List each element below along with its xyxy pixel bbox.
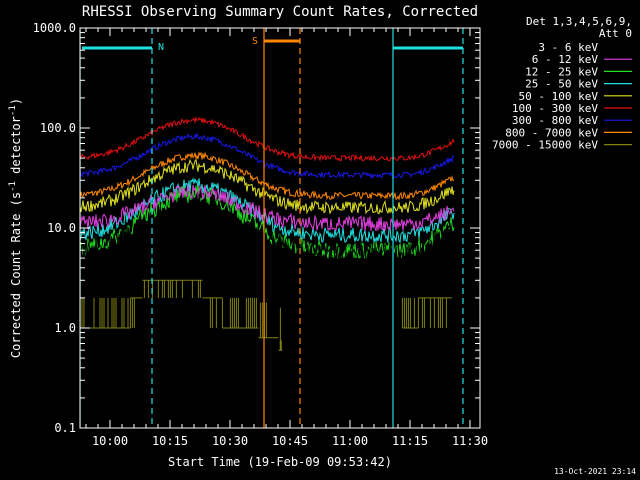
x-tick-label-1: 10:15 (152, 434, 188, 448)
series-line-7-seg-0 (80, 151, 455, 201)
legend-label-0: 3 - 6 keV (538, 41, 598, 54)
series-line-4-seg-1 (541, 159, 640, 213)
series-line-1-seg-1 (541, 183, 640, 231)
legend-label-1: 6 - 12 keV (532, 53, 599, 66)
x-tick-label-0: 10:00 (92, 434, 128, 448)
footer-date: 13-Oct-2021 23:14 (554, 467, 636, 476)
y-axis: 0.1 1.0 10.0 100.0 1000.0 (33, 21, 480, 435)
series-line-2-seg-1 (541, 185, 640, 258)
legend-header-line-1: Det 1,3,4,5,6,9, (526, 15, 632, 28)
series-line-4-seg-0 (80, 158, 455, 216)
x-tick-label-5: 11:15 (392, 434, 428, 448)
saa-marker-label: S (252, 36, 258, 47)
x-axis: 10:00 10:15 10:30 10:45 11:00 11:15 11:30 (85, 28, 488, 448)
legend-header-line-2: Att 0 (599, 27, 632, 40)
legend-label-6: 300 - 800 keV (512, 114, 598, 127)
x-tick-label-2: 10:30 (212, 434, 248, 448)
y-axis-label: Corrected Count Rate (s-1 detector-1) (8, 98, 23, 358)
legend-label-2: 12 - 25 keV (525, 65, 598, 78)
y-tick-label-1: 1.0 (54, 321, 76, 335)
x-tick-label-4: 11:00 (332, 434, 368, 448)
series-line-6-seg-0 (80, 132, 455, 180)
y-tick-label-2: 10.0 (47, 221, 76, 235)
chart-title: RHESSI Observing Summary Count Rates, Co… (82, 4, 478, 20)
series-line-7-seg-1 (541, 151, 640, 198)
plot-area (80, 28, 640, 428)
x-axis-label: Start Time (19-Feb-09 09:53:42) (168, 455, 392, 469)
y-tick-label-4: 1000.0 (33, 21, 76, 35)
series-line-0-seg-0 (80, 194, 455, 267)
legend-label-8: 7000 - 15000 keV (492, 139, 598, 152)
series-line-1-seg-0 (80, 184, 455, 232)
series-line-3-seg-1 (541, 177, 640, 242)
legend-label-5: 100 - 300 keV (512, 102, 598, 115)
night-marker-label: N (158, 42, 164, 53)
x-tick-label-3: 10:45 (272, 434, 308, 448)
series-line-5-seg-0 (80, 116, 455, 162)
y-tick-label-3: 100.0 (40, 121, 76, 135)
legend-label-4: 50 - 100 keV (519, 90, 599, 103)
legend-label-7: 800 - 7000 keV (505, 126, 598, 139)
series-line-0-seg-1 (541, 193, 640, 264)
x-tick-label-6: 11:30 (452, 434, 488, 448)
series-line-8 (80, 279, 452, 351)
legend-label-3: 25 - 50 keV (525, 78, 598, 91)
y-tick-label-0: 0.1 (54, 421, 76, 435)
